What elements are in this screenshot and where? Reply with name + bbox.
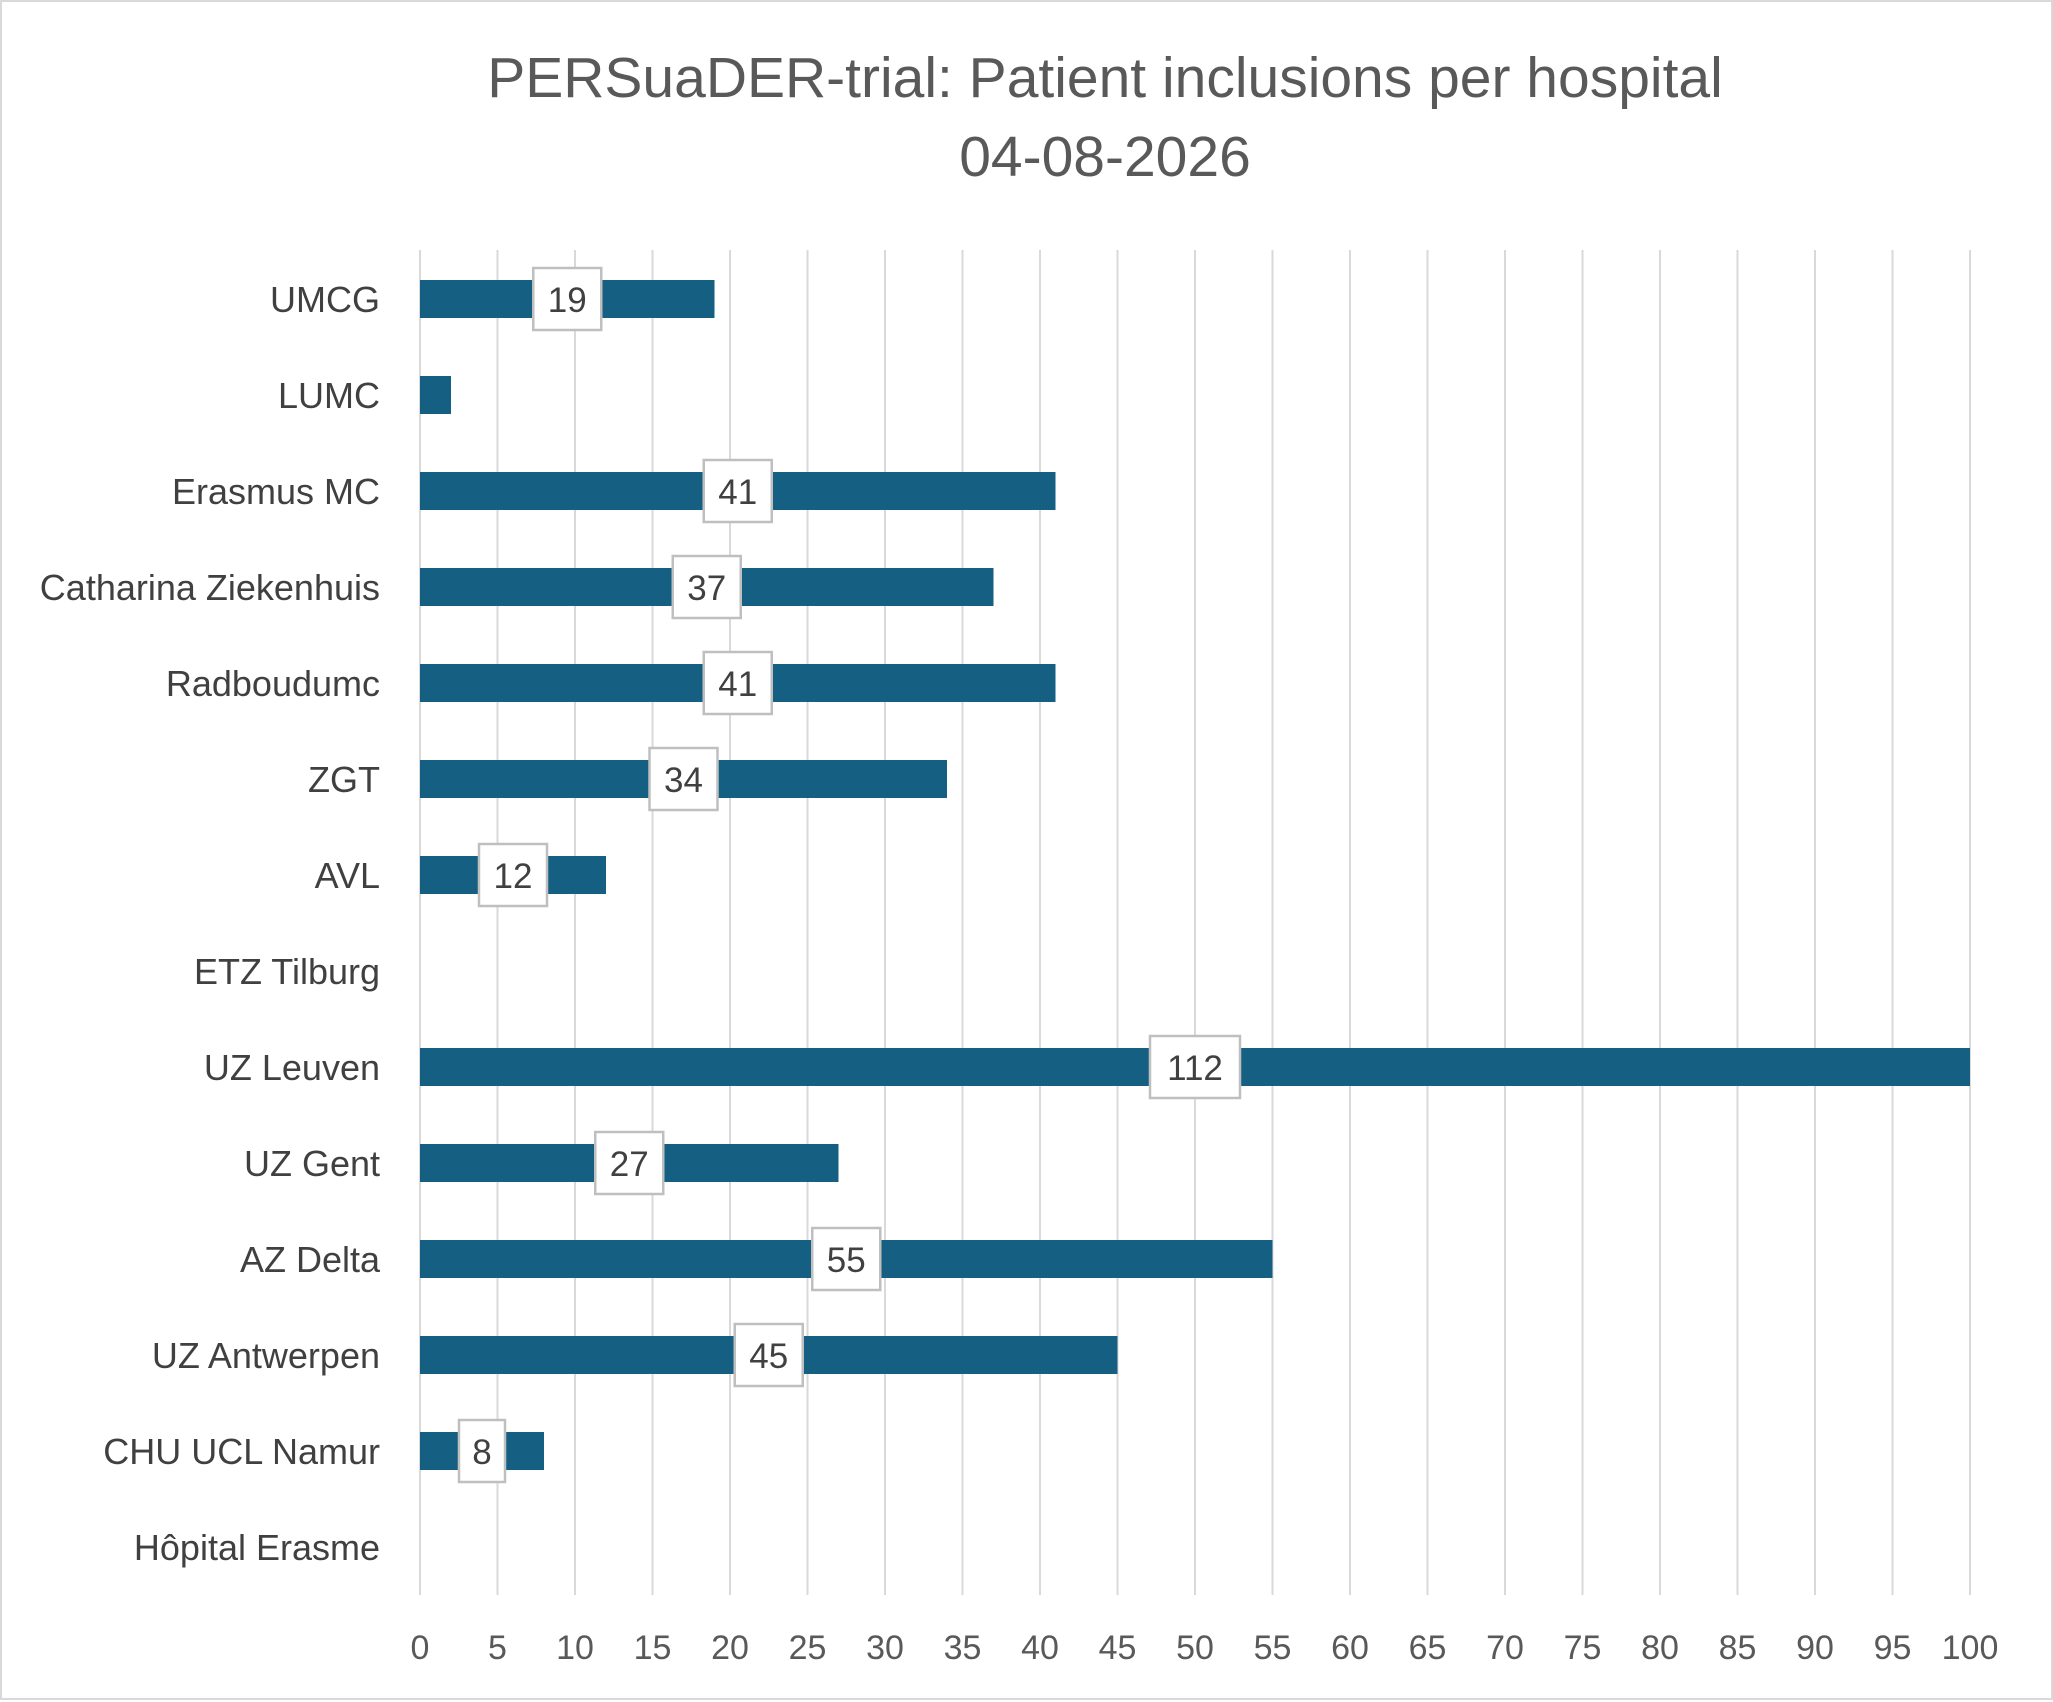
- category-label: AVL: [315, 855, 380, 896]
- data-label-value: 55: [827, 1241, 866, 1280]
- x-tick-label: 35: [944, 1629, 982, 1667]
- data-label: 37: [671, 554, 742, 620]
- data-label: 34: [648, 746, 719, 812]
- data-label-box: [1148, 1034, 1242, 1100]
- data-label-value: 112: [1167, 1049, 1223, 1088]
- data-label-box: [457, 1418, 507, 1484]
- category-label: UZ Antwerpen: [152, 1335, 380, 1376]
- x-tick-label: 10: [556, 1629, 594, 1667]
- x-tick-label: 70: [1486, 1629, 1524, 1667]
- x-tick-label: 0: [411, 1629, 430, 1667]
- x-tick-label: 90: [1796, 1629, 1834, 1667]
- x-tick-label: 75: [1564, 1629, 1602, 1667]
- chart-title: PERSuaDER-trial: Patient inclusions per …: [487, 46, 1723, 110]
- data-label-value: 12: [494, 857, 533, 896]
- x-tick-label: 30: [866, 1629, 904, 1667]
- x-tick-label: 95: [1874, 1629, 1912, 1667]
- x-tick-label: 50: [1176, 1629, 1214, 1667]
- x-tick-label: 15: [634, 1629, 672, 1667]
- data-label: 41: [702, 458, 773, 524]
- data-label: 55: [811, 1226, 882, 1292]
- x-tick-label: 55: [1254, 1629, 1292, 1667]
- gridlines: [419, 250, 1971, 1595]
- data-labels: 19 41 37 41 34 12 112 27 55 45 8: [457, 266, 1242, 1484]
- y-axis-category-labels: UMCG LUMC Erasmus MC Catharina Ziekenhuis Ra…: [40, 279, 381, 1568]
- data-label-value: 27: [610, 1145, 649, 1184]
- category-label: UZ Gent: [244, 1143, 380, 1184]
- x-tick-label: 40: [1021, 1629, 1059, 1667]
- data-label: 112: [1148, 1034, 1242, 1100]
- x-tick-label: 25: [789, 1629, 827, 1667]
- data-label-box: [594, 1130, 665, 1196]
- category-label: ZGT: [308, 759, 380, 800]
- data-label-box: [811, 1226, 882, 1292]
- x-tick-label: 65: [1409, 1629, 1447, 1667]
- data-label-box: [702, 458, 773, 524]
- chart-title-group: PERSuaDER-trial: Patient inclusions per …: [487, 46, 1723, 189]
- x-tick-label: 80: [1641, 1629, 1679, 1667]
- data-label-value: 8: [472, 1433, 491, 1472]
- data-label: 41: [702, 650, 773, 716]
- data-label: 8: [457, 1418, 507, 1484]
- category-label: Catharina Ziekenhuis: [40, 567, 380, 608]
- data-label-box: [671, 554, 742, 620]
- category-label: Hôpital Erasme: [134, 1527, 380, 1568]
- category-label: UMCG: [270, 279, 380, 320]
- data-label: 27: [594, 1130, 665, 1196]
- data-label: 45: [733, 1322, 804, 1388]
- category-label: CHU UCL Namur: [103, 1431, 380, 1472]
- data-label-box: [733, 1322, 804, 1388]
- x-tick-label: 100: [1942, 1629, 1999, 1667]
- x-tick-label: 45: [1099, 1629, 1137, 1667]
- category-label: Radboudumc: [166, 663, 380, 704]
- data-label-box: [532, 266, 603, 332]
- data-label-box: [477, 842, 549, 908]
- x-axis-tick-labels: 0 5 10 15 20 25 30 35 40 45 50 55 60 65 70 75 80 85 90 95 10…: [411, 1629, 1999, 1667]
- x-tick-label: 60: [1331, 1629, 1369, 1667]
- data-label-box: [702, 650, 773, 716]
- data-label: 19: [532, 266, 603, 332]
- chart-subtitle: 04-08-2026: [959, 125, 1251, 189]
- category-label: AZ Delta: [240, 1239, 381, 1280]
- data-label-value: 19: [548, 281, 587, 320]
- x-tick-label: 20: [711, 1629, 749, 1667]
- data-label-value: 41: [718, 665, 757, 704]
- data-label-value: 34: [664, 761, 703, 800]
- category-label: UZ Leuven: [204, 1047, 380, 1088]
- bar: [420, 376, 451, 414]
- data-label-value: 37: [687, 569, 726, 608]
- category-label: LUMC: [278, 375, 380, 416]
- x-tick-label: 85: [1719, 1629, 1757, 1667]
- data-label-box: [648, 746, 719, 812]
- data-label: 12: [477, 842, 549, 908]
- x-tick-label: 5: [488, 1629, 507, 1667]
- data-label-value: 45: [749, 1337, 788, 1376]
- data-label-value: 41: [718, 473, 757, 512]
- category-label: Erasmus MC: [172, 471, 380, 512]
- category-label: ETZ Tilburg: [194, 951, 380, 992]
